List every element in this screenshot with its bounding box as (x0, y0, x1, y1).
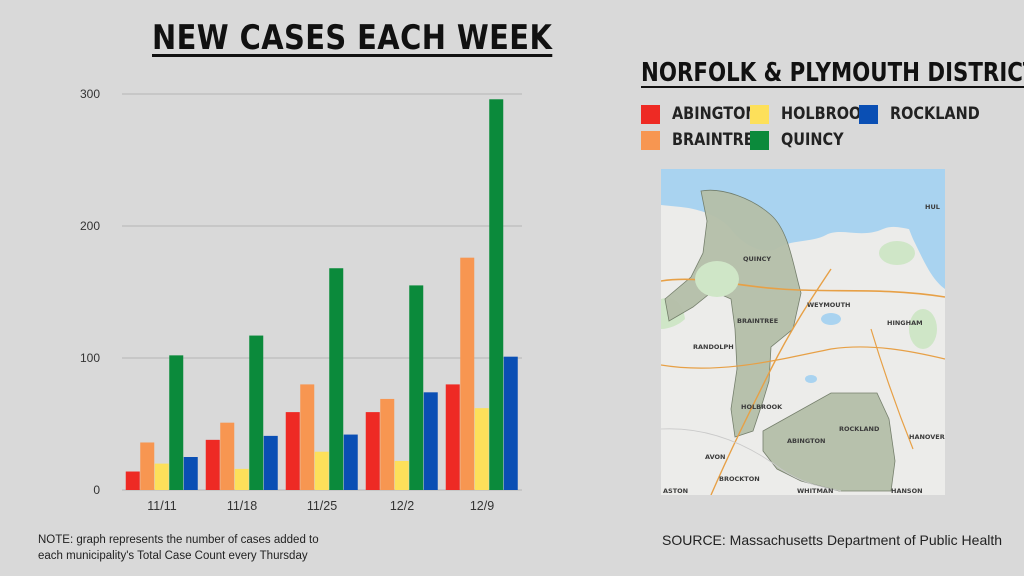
bar-abington-11-18 (205, 439, 220, 490)
map-label-abington: ABINGTON (787, 437, 826, 445)
map-label-whitman: WHITMAN (797, 487, 834, 495)
bar-braintree-11-25 (300, 384, 315, 490)
map-label-randolph: RANDOLPH (693, 343, 734, 351)
chart-title: NEW CASES EACH WEEK (152, 18, 553, 58)
bar-rockland-12-2 (423, 392, 438, 490)
map-image (661, 169, 945, 495)
y-tick-label: 300 (80, 87, 100, 101)
bar-rockland-11-11 (183, 457, 198, 490)
district-map: QUINCY BRAINTREE WEYMOUTH HINGHAM RANDOL… (661, 169, 945, 495)
bar-quincy-12-2 (409, 285, 424, 490)
legend-item-braintree: BRAINTREE (641, 130, 780, 150)
chart-note: NOTE: graph represents the number of cas… (38, 532, 358, 564)
bar-braintree-12-9 (460, 257, 475, 490)
bar-abington-12-2 (365, 412, 380, 490)
bar-rockland-11-18 (263, 435, 278, 490)
bar-rockland-12-9 (503, 356, 518, 490)
bar-holbrook-11-25 (314, 451, 329, 490)
bar-quincy-12-9 (489, 99, 504, 490)
legend-label: HOLBROOK (781, 104, 873, 124)
legend-item-rockland: ROCKLAND (859, 104, 996, 124)
map-label-braintree: BRAINTREE (737, 317, 779, 325)
district-title: NORFOLK & PLYMOUTH DISTRICT (641, 58, 1024, 88)
source-credit: SOURCE: Massachusetts Department of Publ… (662, 532, 1003, 548)
legend-label: BRAINTREE (672, 130, 764, 150)
legend-label: ABINGTON (672, 104, 758, 124)
legend-swatch (641, 104, 660, 124)
legend-swatch (641, 130, 660, 150)
legend-item-holbrook: HOLBROOK (750, 104, 889, 124)
legend-label: ROCKLAND (890, 104, 980, 124)
x-tick-label: 12/9 (470, 499, 494, 513)
chart-legend: ABINGTON BRAINTREE HOLBROOK QUINCY ROCKLAND (641, 104, 980, 152)
bar-holbrook-12-9 (474, 408, 489, 490)
bar-braintree-12-2 (380, 398, 395, 490)
bar-quincy-11-25 (329, 268, 344, 490)
bar-holbrook-11-18 (234, 468, 249, 490)
map-label-rockland: ROCKLAND (839, 425, 880, 433)
map-label-hull: HUL (925, 203, 940, 211)
note-line-2: each municipality's Total Case Count eve… (38, 550, 308, 562)
bar-braintree-11-18 (220, 422, 235, 490)
legend-item-quincy: QUINCY (750, 130, 855, 150)
x-tick-label: 11/25 (307, 499, 337, 513)
bar-abington-12-9 (445, 384, 460, 490)
map-label-brockton: BROCKTON (719, 475, 760, 483)
bar-quincy-11-11 (169, 355, 184, 490)
bar-quincy-11-18 (249, 335, 264, 490)
map-label-weymouth: WEYMOUTH (807, 301, 851, 309)
legend-swatch (859, 104, 878, 124)
map-label-quincy: QUINCY (743, 255, 772, 263)
map-label-hanover: HANOVER (909, 433, 945, 441)
bar-braintree-11-11 (140, 442, 155, 490)
x-tick-label: 11/11 (147, 499, 176, 513)
legend-swatch (750, 104, 769, 124)
bar-abington-11-25 (285, 412, 300, 490)
legend-item-abington: ABINGTON (641, 104, 773, 124)
legend-swatch (750, 130, 769, 150)
bar-abington-11-11 (125, 471, 140, 490)
map-label-hingham: HINGHAM (887, 319, 923, 327)
x-tick-label: 11/18 (227, 499, 257, 513)
map-label-hanson: HANSON (891, 487, 923, 495)
map-label-holbrook: HOLBROOK (741, 403, 783, 411)
bar-rockland-11-25 (343, 434, 358, 490)
bar-holbrook-11-11 (154, 463, 169, 490)
bar-holbrook-12-2 (394, 460, 409, 490)
y-tick-label: 200 (80, 219, 100, 233)
x-tick-label: 12/2 (390, 499, 414, 513)
map-label-easton: ASTON (663, 487, 689, 495)
y-tick-label: 100 (80, 351, 100, 365)
map-label-avon: AVON (705, 453, 726, 461)
note-line-1: NOTE: graph represents the number of cas… (38, 534, 319, 546)
y-tick-label: 0 (93, 483, 100, 497)
bar-chart: 0 100 200 300 11/11 11/18 11/25 12/2 12/9 (80, 87, 522, 513)
legend-label: QUINCY (781, 130, 844, 150)
